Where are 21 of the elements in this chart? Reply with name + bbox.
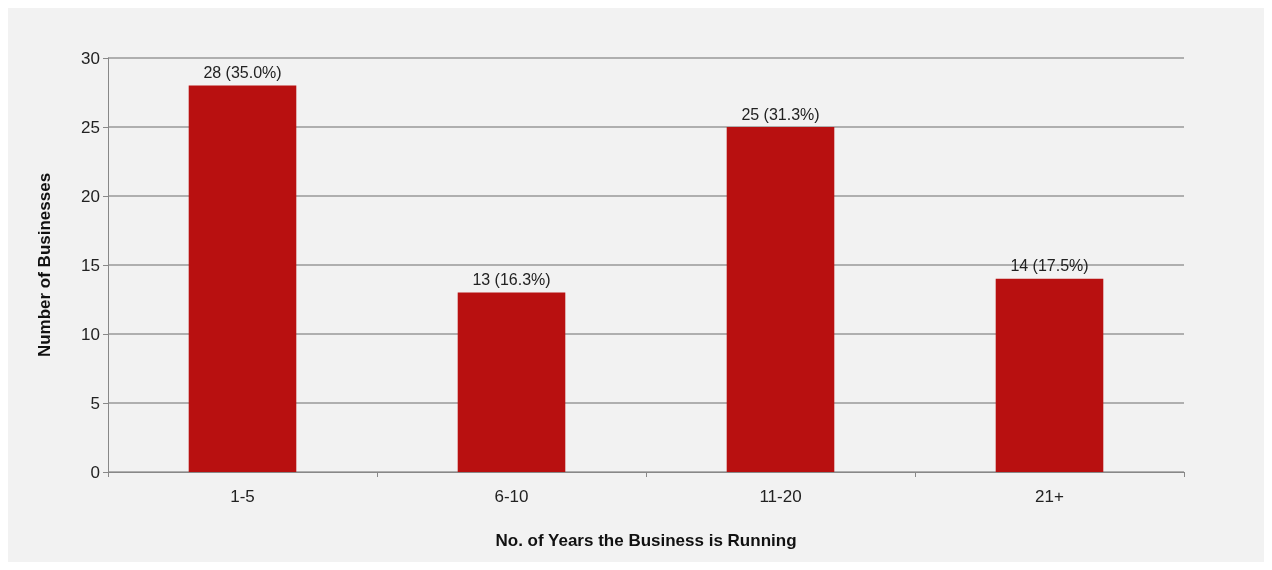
y-tick-label: 30 (81, 48, 100, 68)
bar (188, 85, 297, 472)
x-tick-label: 6-10 (494, 487, 529, 506)
bar (726, 127, 835, 472)
y-tick-label: 25 (81, 117, 100, 137)
data-label: 28 (35.0%) (203, 64, 282, 82)
y-tick-label: 5 (90, 393, 100, 413)
x-axis-title: No. of Years the Business is Running (495, 531, 797, 550)
bar (995, 278, 1104, 472)
x-tick-label: 11-20 (759, 487, 802, 506)
bar (457, 292, 566, 472)
data-label: 14 (17.5%) (1010, 257, 1089, 275)
y-axis-title: Number of Businesses (35, 172, 54, 358)
y-tick-label: 10 (81, 324, 100, 344)
y-tick-label: 15 (81, 255, 100, 275)
data-label: 13 (16.3%) (472, 271, 551, 289)
x-tick-label: 21+ (1035, 487, 1064, 506)
y-tick-label: 0 (90, 462, 100, 482)
x-tick-label: 1-5 (230, 487, 255, 506)
data-label: 25 (31.3%) (741, 105, 820, 123)
y-tick-label: 20 (81, 186, 100, 206)
